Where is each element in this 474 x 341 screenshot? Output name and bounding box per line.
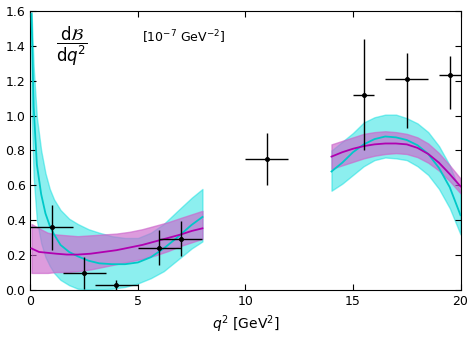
Text: $\dfrac{\mathrm{d}\mathcal{B}}{\mathrm{d}q^2}$: $\dfrac{\mathrm{d}\mathcal{B}}{\mathrm{d… (56, 25, 88, 68)
X-axis label: $q^2$ [GeV$^2$]: $q^2$ [GeV$^2$] (211, 314, 279, 336)
Text: $[10^{-7}\ \mathrm{GeV}^{-2}]$: $[10^{-7}\ \mathrm{GeV}^{-2}]$ (142, 29, 226, 46)
